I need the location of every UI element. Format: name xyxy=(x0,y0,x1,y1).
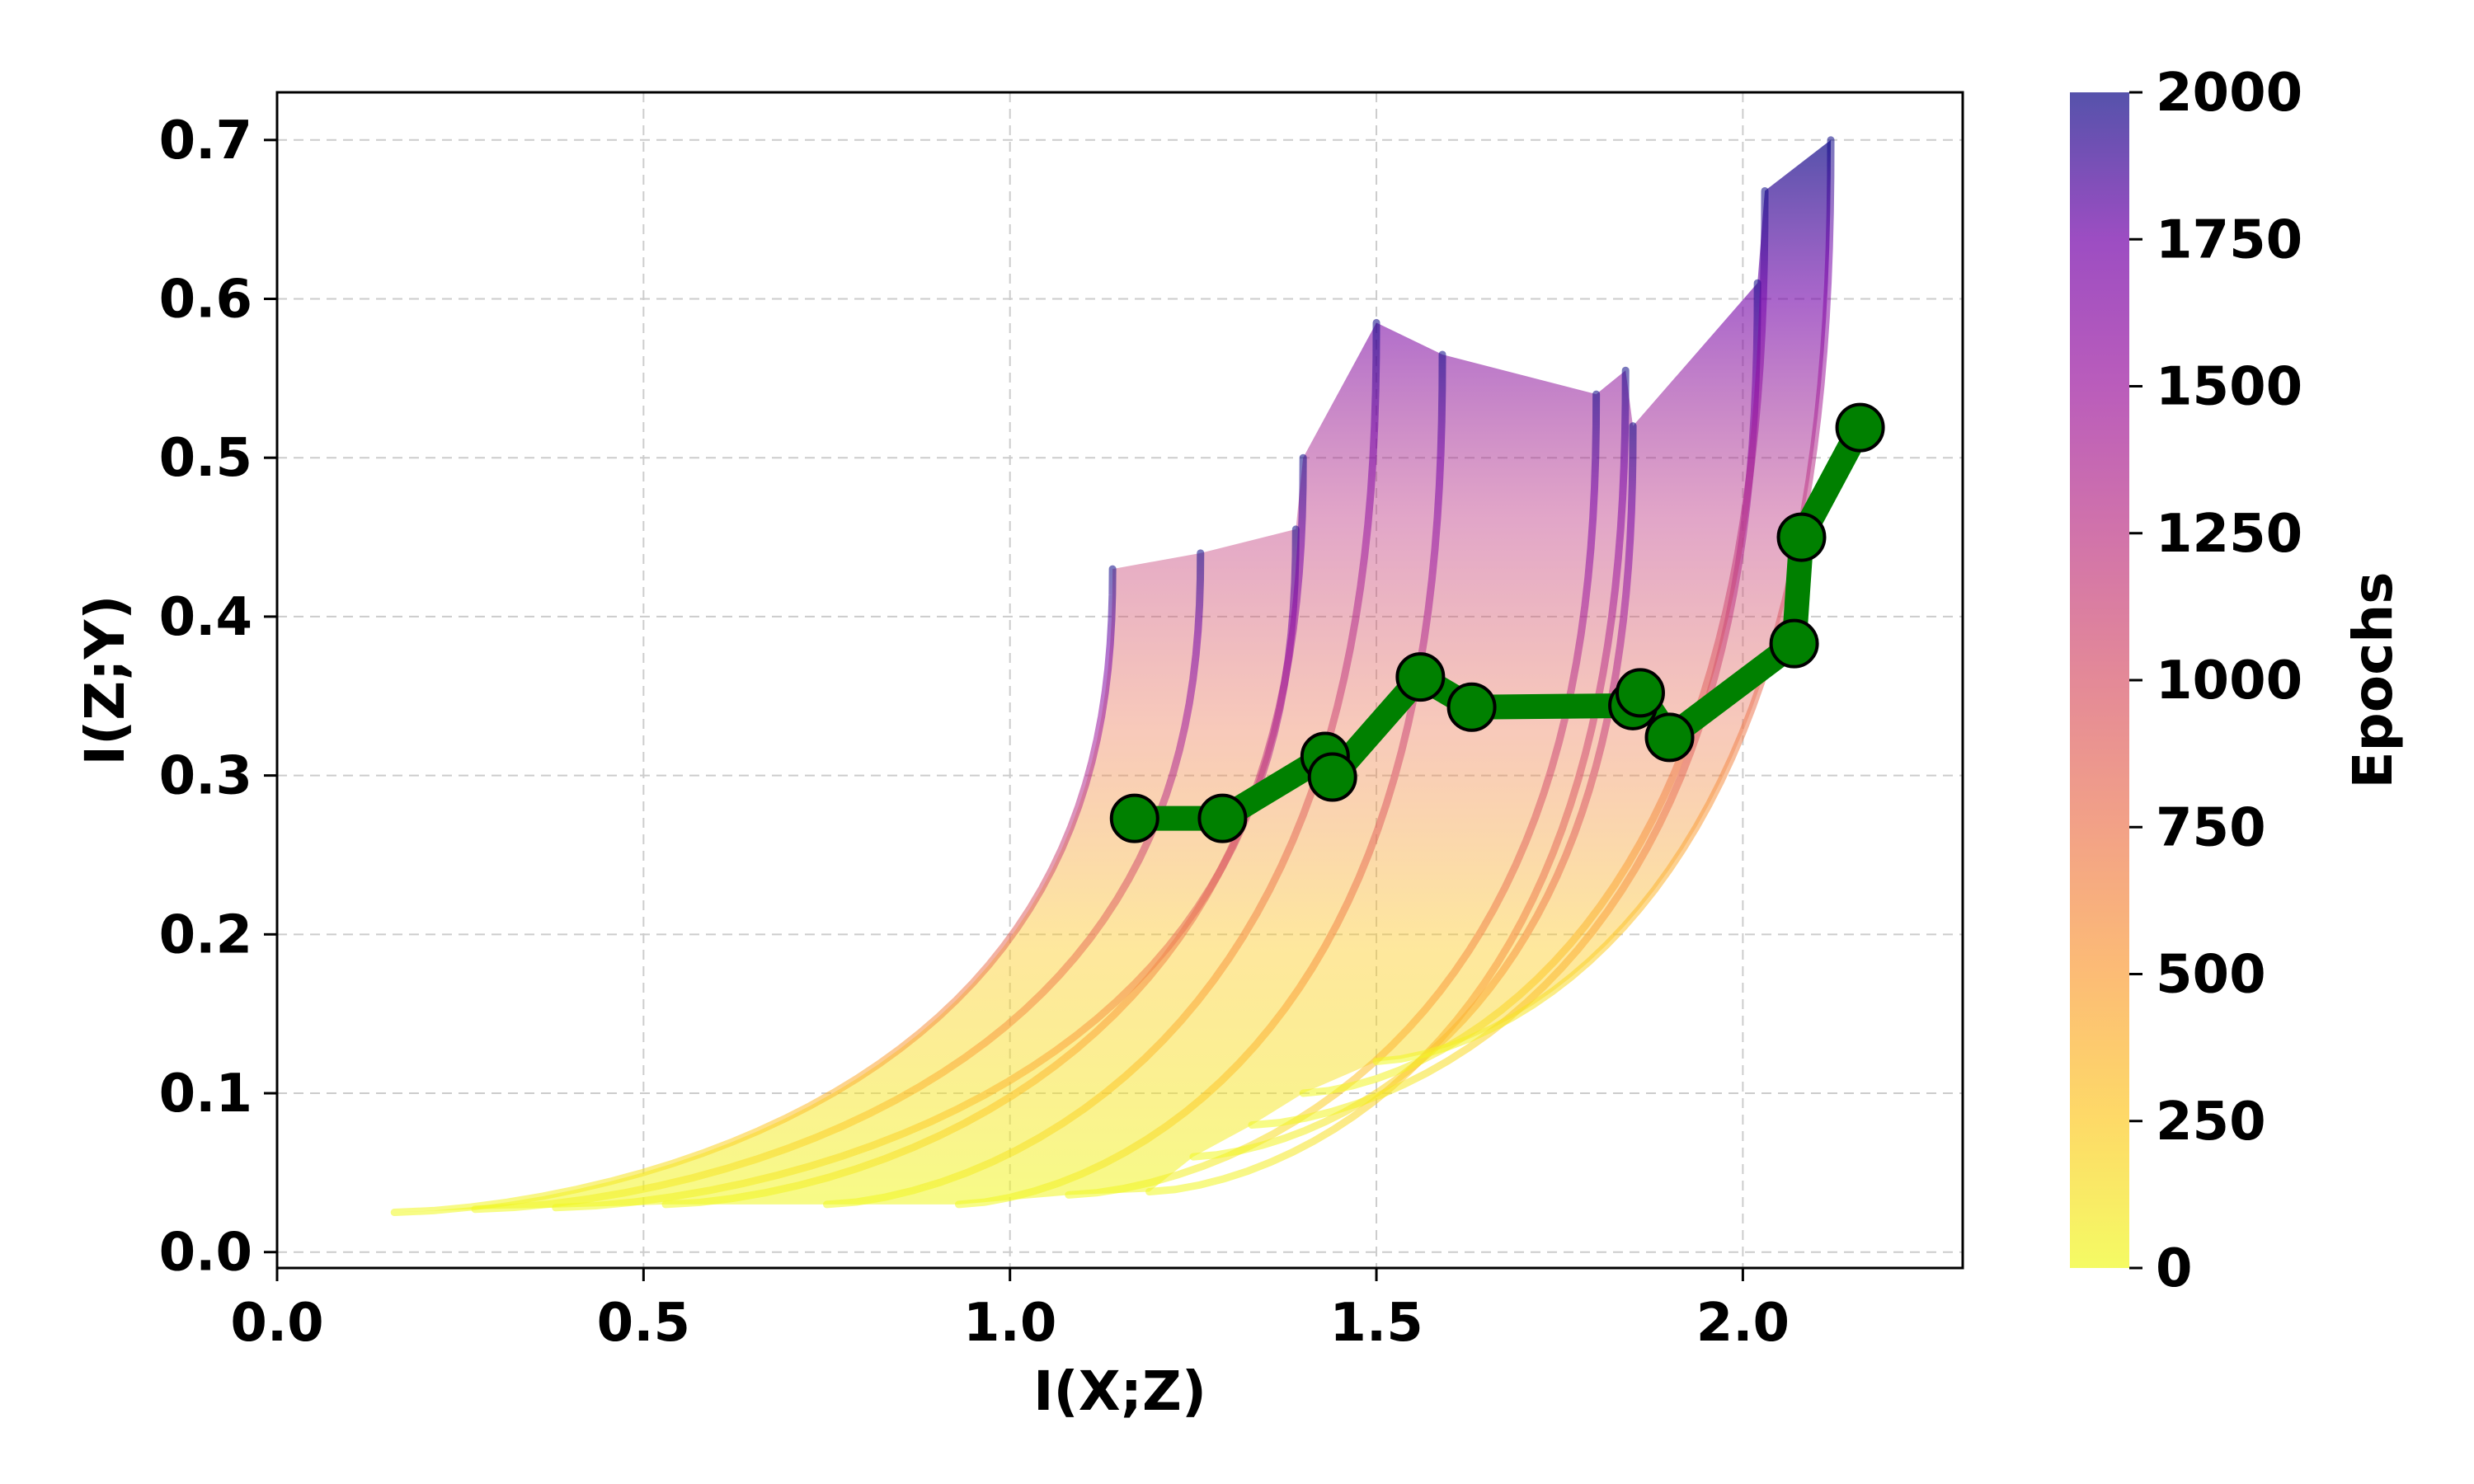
trajectory-line xyxy=(471,549,1205,1214)
y-tick-label: 0.0 xyxy=(159,1223,252,1284)
data-point xyxy=(1776,512,1827,562)
y-tick-label: 0.5 xyxy=(159,428,252,489)
trajectory-line xyxy=(1145,366,1630,1195)
colorbar-tick-label: 1000 xyxy=(2156,650,2302,711)
trajectory-line xyxy=(954,350,1446,1209)
trajectory-line xyxy=(661,453,1307,1209)
data-point xyxy=(1446,682,1497,732)
colorbar-tick-label: 2000 xyxy=(2156,63,2302,124)
y-tick-label: 0.4 xyxy=(159,587,252,648)
data-series xyxy=(1109,402,1885,843)
data-point xyxy=(1197,793,1248,843)
colorbar-tick-label: 1250 xyxy=(2156,504,2302,565)
colorbar xyxy=(2070,92,2129,1268)
y-tick-label: 0.7 xyxy=(159,110,252,171)
x-tick-label: 0.5 xyxy=(597,1293,690,1354)
y-tick-label: 0.6 xyxy=(159,270,252,331)
data-point xyxy=(1615,668,1665,718)
x-tick-label: 1.0 xyxy=(963,1293,1056,1354)
y-axis-title: I(Z;Y) xyxy=(73,595,137,766)
data-point xyxy=(1835,402,1885,453)
x-axis-ticks: 0.0 0.5 1.0 1.5 2.0 xyxy=(230,1268,1790,1354)
colorbar-tick-label: 500 xyxy=(2156,945,2266,1006)
data-point xyxy=(1307,752,1357,802)
data-point xyxy=(1109,793,1159,843)
colorbar-tick-label: 0 xyxy=(2156,1238,2193,1299)
trajectory-line xyxy=(1372,136,1835,1065)
data-point xyxy=(1769,618,1819,669)
trajectory-lines xyxy=(390,136,1835,1217)
data-point xyxy=(1644,712,1695,763)
data-point xyxy=(1395,652,1446,702)
y-tick-label: 0.1 xyxy=(159,1064,252,1125)
y-tick-label: 0.2 xyxy=(159,904,252,965)
plot-frame xyxy=(275,91,1964,1270)
colorbar-ticks: 0 250 500 750 1000 1250 1500 1750 2000 xyxy=(2129,63,2302,1299)
x-tick-label: 0.0 xyxy=(230,1293,323,1354)
trajectory-line xyxy=(1189,422,1637,1161)
y-axis-ticks: 0.0 0.1 0.2 0.3 0.4 0.5 0.6 0.7 xyxy=(159,110,277,1284)
trajectory-line xyxy=(390,565,1117,1217)
x-tick-label: 1.5 xyxy=(1329,1293,1423,1354)
colorbar-tick-label: 250 xyxy=(2156,1092,2266,1153)
colorbar-tick-label: 750 xyxy=(2156,797,2266,858)
x-axis-title: I(X;Z) xyxy=(1033,1360,1206,1423)
colorbar-label: Epochs xyxy=(2341,571,2405,788)
colorbar-tick-label: 1500 xyxy=(2156,357,2302,418)
y-tick-label: 0.3 xyxy=(159,746,252,807)
x-tick-label: 2.0 xyxy=(1696,1293,1790,1354)
trajectory-line xyxy=(823,318,1380,1209)
colorbar-tick-label: 1750 xyxy=(2156,209,2302,270)
